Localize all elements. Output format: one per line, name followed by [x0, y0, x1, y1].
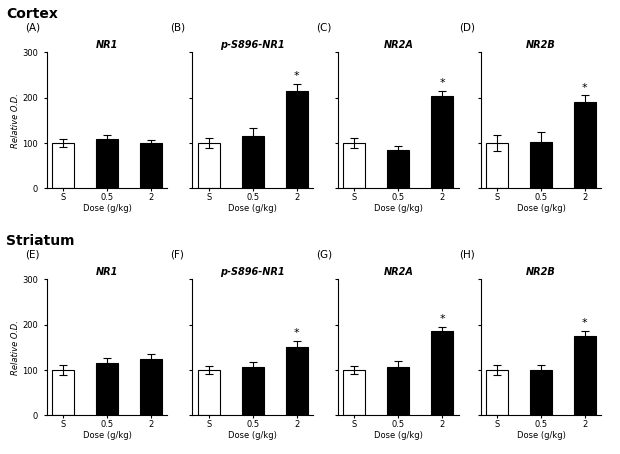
Bar: [432, 331, 453, 415]
Y-axis label: Relative O.D.: Relative O.D.: [11, 93, 19, 148]
Bar: [530, 370, 552, 415]
Bar: [574, 102, 596, 188]
Title: NR2B: NR2B: [526, 40, 556, 50]
Bar: [242, 367, 264, 415]
Text: *: *: [582, 318, 588, 328]
Title: NR1: NR1: [95, 40, 118, 50]
Text: *: *: [582, 83, 588, 93]
Title: p-S896-NR1: p-S896-NR1: [220, 267, 285, 277]
Bar: [432, 96, 453, 188]
Bar: [96, 363, 118, 415]
Text: *: *: [294, 71, 299, 81]
X-axis label: Dose (g/kg): Dose (g/kg): [374, 431, 423, 439]
Title: NR2A: NR2A: [383, 40, 414, 50]
Text: (G): (G): [316, 249, 332, 259]
Bar: [286, 91, 308, 188]
Text: (D): (D): [459, 22, 475, 32]
X-axis label: Dose (g/kg): Dose (g/kg): [228, 204, 277, 212]
Text: *: *: [440, 78, 445, 88]
Bar: [52, 143, 74, 188]
Bar: [343, 370, 365, 415]
X-axis label: Dose (g/kg): Dose (g/kg): [374, 204, 423, 212]
Bar: [140, 143, 162, 188]
X-axis label: Dose (g/kg): Dose (g/kg): [82, 204, 131, 212]
Bar: [388, 367, 409, 415]
X-axis label: Dose (g/kg): Dose (g/kg): [516, 431, 565, 439]
Y-axis label: Relative O.D.: Relative O.D.: [11, 320, 19, 375]
Bar: [52, 370, 74, 415]
X-axis label: Dose (g/kg): Dose (g/kg): [228, 431, 277, 439]
Title: NR2A: NR2A: [383, 267, 414, 277]
Bar: [486, 370, 508, 415]
Text: (C): (C): [316, 22, 332, 32]
Bar: [286, 347, 308, 415]
Bar: [140, 359, 162, 415]
Text: (H): (H): [459, 249, 474, 259]
Text: Striatum: Striatum: [6, 234, 74, 248]
Bar: [198, 370, 219, 415]
X-axis label: Dose (g/kg): Dose (g/kg): [82, 431, 131, 439]
Title: p-S896-NR1: p-S896-NR1: [220, 40, 285, 50]
Title: NR1: NR1: [95, 267, 118, 277]
Bar: [486, 143, 508, 188]
Bar: [388, 150, 409, 188]
Bar: [343, 143, 365, 188]
Title: NR2B: NR2B: [526, 267, 556, 277]
Bar: [242, 136, 264, 188]
Text: *: *: [440, 314, 445, 324]
Text: (E): (E): [25, 249, 39, 259]
Bar: [198, 143, 219, 188]
Text: (A): (A): [25, 22, 40, 32]
X-axis label: Dose (g/kg): Dose (g/kg): [516, 204, 565, 212]
Text: (F): (F): [170, 249, 184, 259]
Text: Cortex: Cortex: [6, 7, 58, 21]
Text: *: *: [294, 328, 299, 338]
Bar: [530, 142, 552, 188]
Text: (B): (B): [170, 22, 185, 32]
Bar: [574, 336, 596, 415]
Bar: [96, 139, 118, 188]
